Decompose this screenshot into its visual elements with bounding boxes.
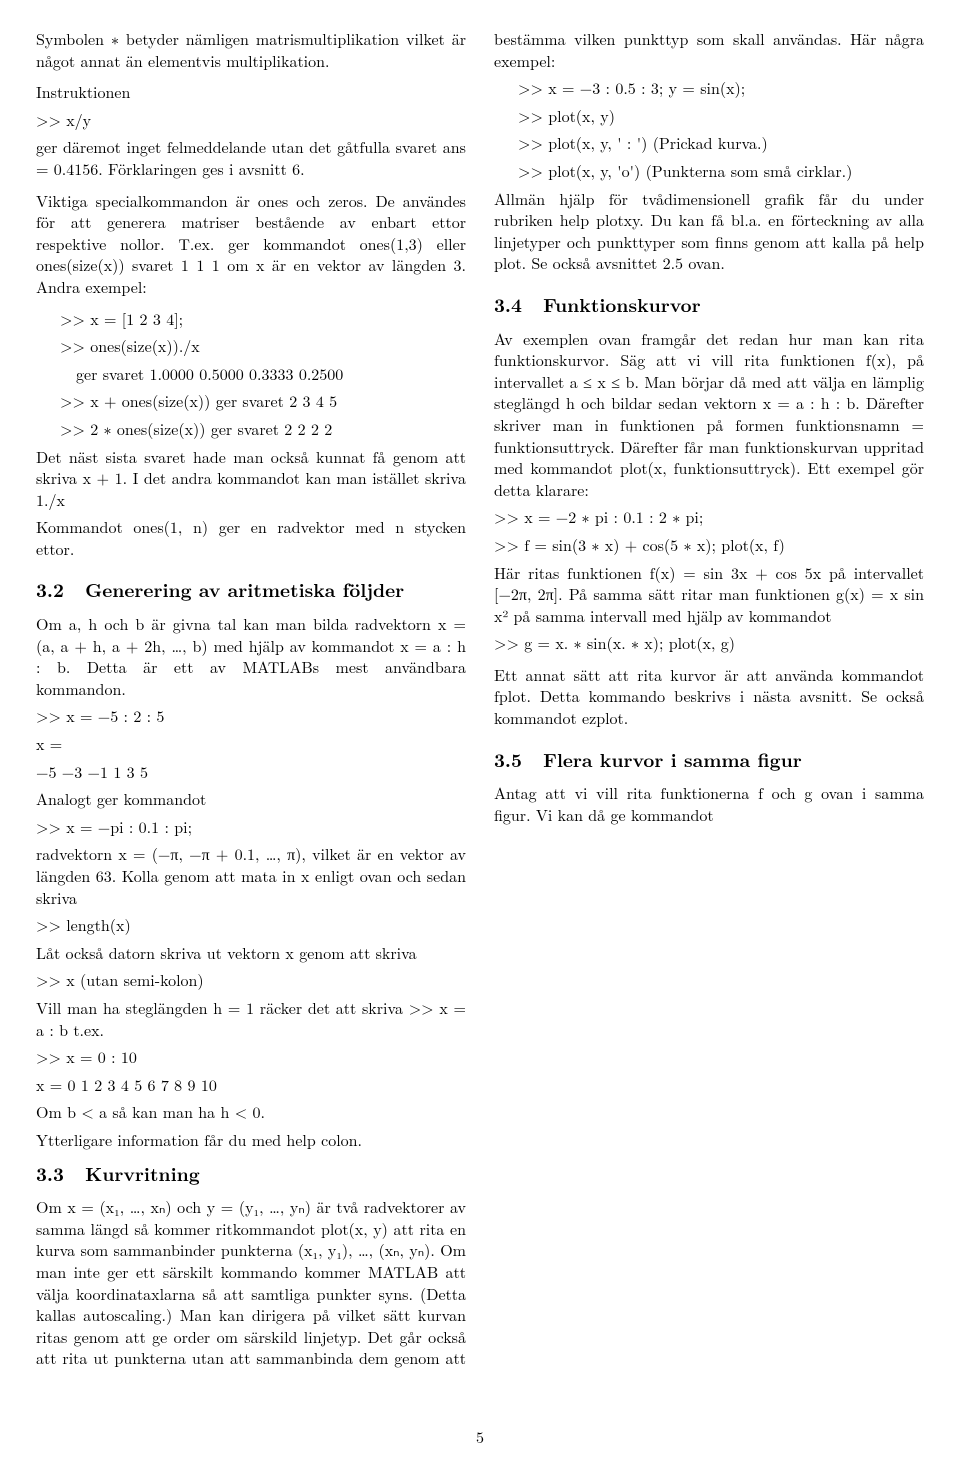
code-line: >> 2 ∗ ones(size(x)) ger svaret 2 2 2 2 [36, 418, 466, 440]
code-output: x = 0 1 2 3 4 5 6 7 8 9 10 [36, 1074, 466, 1096]
section-heading-3-4: 3.4 Funktionskurvor [494, 292, 924, 318]
code-line: >> g = x. ∗ sin(x. ∗ x); plot(x, g) [494, 632, 924, 654]
paragraph: Analogt ger kommandot [36, 788, 466, 810]
section-title: Flera kurvor i samma figur [543, 745, 802, 773]
code-line: >> ones(size(x))./x [36, 335, 466, 357]
section-heading-3-5: 3.5 Flera kurvor i samma figur [494, 747, 924, 773]
paragraph: Antag att vi vill rita funktionerna f oc… [494, 782, 924, 825]
section-number: 3.3 [36, 1161, 78, 1187]
section-number: 3.4 [494, 292, 536, 318]
paragraph: ger däremot inget felmeddelande utan det… [36, 136, 466, 179]
code-line: >> x = −3 : 0.5 : 3; y = sin(x); [494, 77, 924, 99]
code-line: >> x = −2 ∗ pi : 0.1 : 2 ∗ pi; [494, 506, 924, 528]
paragraph: Om b < a så kan man ha h < 0. [36, 1101, 466, 1123]
paragraph: Ytterligare information får du med help … [36, 1129, 466, 1151]
code-line: >> x + ones(size(x)) ger svaret 2 3 4 5 [36, 390, 466, 412]
paragraph: Det näst sista svaret hade man också kun… [36, 446, 466, 511]
code-line: >> x = 0 : 10 [36, 1046, 466, 1068]
code-line: >> x = [1 2 3 4]; [36, 308, 466, 330]
paragraph: Viktiga specialkommandon är ones och zer… [36, 190, 466, 298]
paragraph: Här ritas funktionen f(x) = sin 3x + cos… [494, 562, 924, 627]
code-line: >> x/y [36, 109, 466, 131]
code-output: −5 −3 −1 1 3 5 [36, 761, 466, 783]
paragraph: Ett annat sätt att rita kurvor är att an… [494, 664, 924, 729]
section-number: 3.2 [36, 577, 78, 603]
paragraph: Instruktionen [36, 81, 466, 103]
code-line: >> length(x) [36, 914, 466, 936]
section-number: 3.5 [494, 747, 536, 773]
section-heading-3-3: 3.3 Kurvritning [36, 1161, 466, 1187]
paragraph: Av exemplen ovan framgår det redan hur m… [494, 328, 924, 501]
code-line: >> plot(x, y, ' : ') (Prickad kurva.) [494, 132, 924, 154]
code-line: >> f = sin(3 ∗ x) + cos(5 ∗ x); plot(x, … [494, 534, 924, 556]
code-line: >> plot(x, y, 'o') (Punkterna som små ci… [494, 160, 924, 182]
paragraph: radvektorn x = (−π, −π + 0.1, …, π), vil… [36, 843, 466, 908]
two-column-layout: Symbolen ∗ betyder nämligen matris­multi… [36, 28, 924, 1408]
paragraph: Om a, h och b är givna tal kan man bilda… [36, 613, 466, 699]
code-line: >> x = −pi : 0.1 : pi; [36, 816, 466, 838]
section-title: Funktionskurvor [543, 290, 701, 318]
code-output: x = [36, 733, 466, 755]
paragraph: Kommandot ones(1, n) ger en radvektor me… [36, 516, 466, 559]
section-heading-3-2: 3.2 Generering av aritmetiska följder [36, 577, 466, 603]
code-line: >> x = −5 : 2 : 5 [36, 705, 466, 727]
paragraph: Vill man ha steglängden h = 1 räcker det… [36, 997, 466, 1040]
code-line: >> x (utan semi-kolon) [36, 969, 466, 991]
page-number: 5 [36, 1426, 924, 1448]
section-title: Kurvritning [85, 1159, 200, 1187]
paragraph: Allmän hjälp för tvådimensionell grafik … [494, 188, 924, 274]
code-line: >> plot(x, y) [494, 105, 924, 127]
paragraph: Låt också datorn skriva ut vektorn x gen… [36, 942, 466, 964]
code-output: ger svaret 1.0000 0.5000 0.3333 0.2500 [36, 363, 466, 385]
paragraph: Symbolen ∗ betyder nämligen matris­multi… [36, 28, 466, 71]
section-title: Generering av aritmetiska följder [85, 575, 404, 603]
